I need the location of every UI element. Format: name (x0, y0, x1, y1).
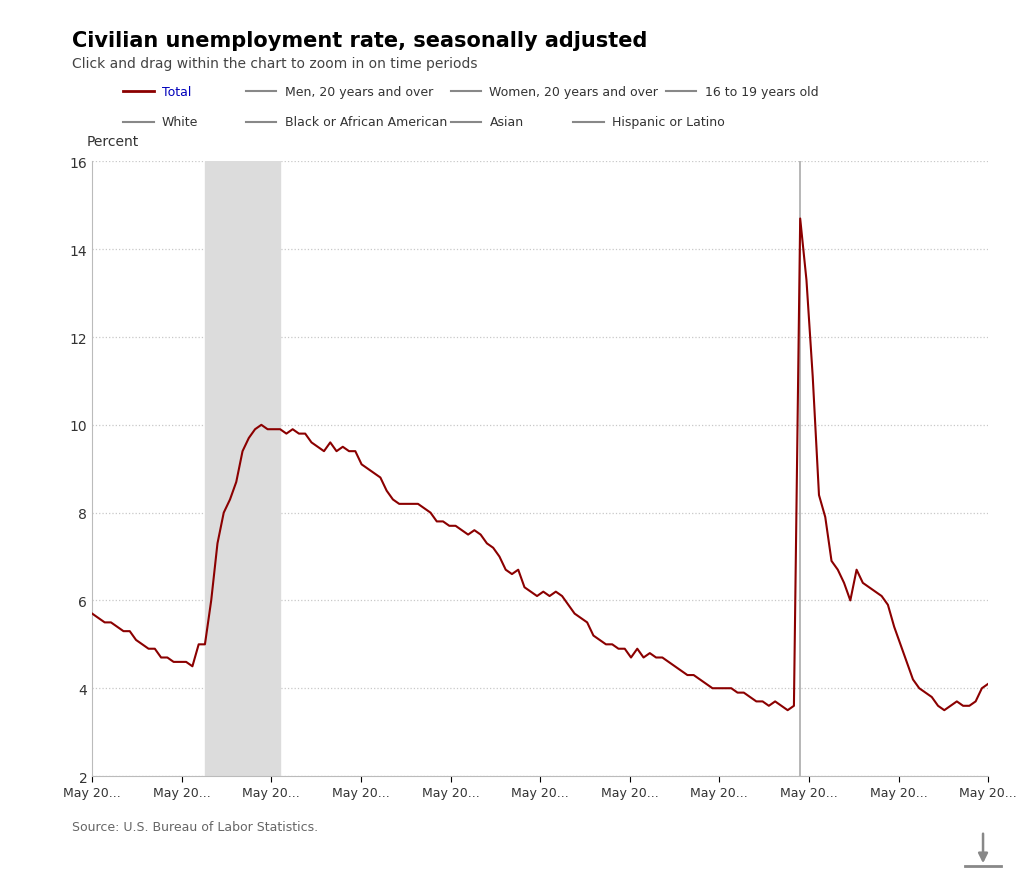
Text: Women, 20 years and over: Women, 20 years and over (489, 86, 658, 98)
Text: Percent: Percent (87, 135, 139, 149)
Text: Hispanic or Latino: Hispanic or Latino (612, 117, 725, 129)
Bar (205, 162, 281, 776)
Text: Asian: Asian (489, 117, 523, 129)
Text: Source: U.S. Bureau of Labor Statistics.: Source: U.S. Bureau of Labor Statistics. (72, 820, 317, 833)
Text: Black or African American: Black or African American (285, 117, 446, 129)
Text: White: White (162, 117, 199, 129)
Text: Click and drag within the chart to zoom in on time periods: Click and drag within the chart to zoom … (72, 57, 477, 71)
Text: Civilian unemployment rate, seasonally adjusted: Civilian unemployment rate, seasonally a… (72, 31, 647, 51)
Text: Men, 20 years and over: Men, 20 years and over (285, 86, 433, 98)
Text: 16 to 19 years old: 16 to 19 years old (705, 86, 818, 98)
Text: Total: Total (162, 86, 191, 98)
